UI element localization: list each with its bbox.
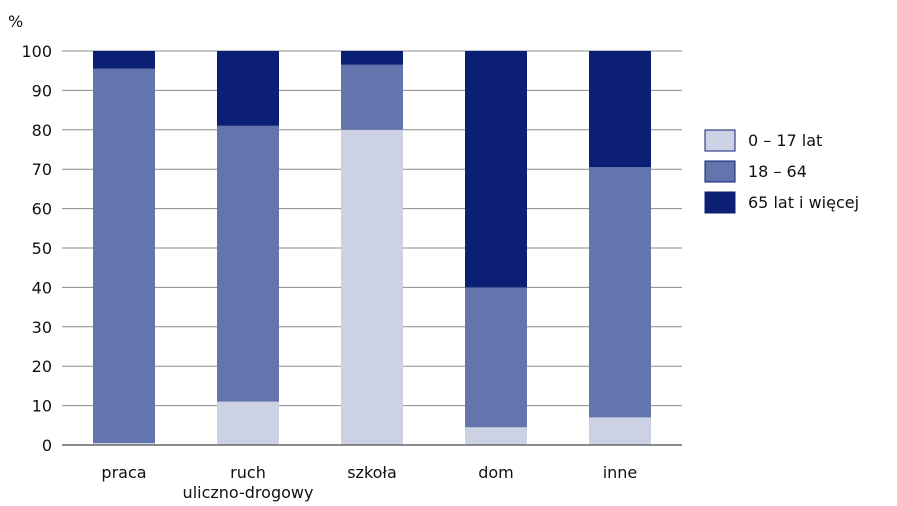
bar-segment [589,417,651,445]
y-axis-title: % [8,12,23,31]
bar-segment [93,68,155,444]
y-tick-label: 20 [32,357,52,376]
bars [93,51,651,446]
y-tick-label: 10 [32,397,52,416]
bar-segment [341,64,403,130]
bar-segment [217,401,279,445]
x-tick-label: szkoła [347,463,397,482]
bar-segment [341,129,403,446]
legend-label: 65 lat i więcej [748,193,859,212]
bar-segment [589,167,651,418]
x-tick-label: praca [101,463,146,482]
legend-swatch [704,191,736,214]
y-tick-label: 90 [32,81,52,100]
x-tick-label: dom [478,463,514,482]
y-tick-label: 50 [32,239,52,258]
x-tick-label: ruch [230,463,266,482]
legend-swatch [704,160,736,183]
y-tick-label: 70 [32,160,52,179]
y-tick-label: 0 [42,436,52,455]
bar-segment [93,443,155,445]
y-tick-label: 60 [32,200,52,219]
bar-segment [589,51,651,168]
legend-swatch [704,129,736,152]
y-tick-label: 80 [32,121,52,140]
y-tick-label: 30 [32,318,52,337]
legend-label: 0 – 17 lat [748,131,822,150]
legend-label: 18 – 64 [748,162,807,181]
y-tick-label: 100 [21,42,52,61]
bar-segment [217,125,279,402]
x-tick-label: uliczno-drogowy [183,483,314,502]
bar-segment [465,51,527,288]
bar-segment [217,51,279,126]
y-tick-label: 40 [32,278,52,297]
y-axis-ticks: 0 10 20 30 40 50 60 70 80 90 100 [21,42,52,455]
bar-segment [465,287,527,428]
bar-segment [341,51,403,65]
x-tick-label: inne [603,463,638,482]
bar-segment [465,427,527,445]
legend: 0 – 17 lat 18 – 64 65 lat i więcej [704,129,859,214]
bar-segment [93,51,155,69]
